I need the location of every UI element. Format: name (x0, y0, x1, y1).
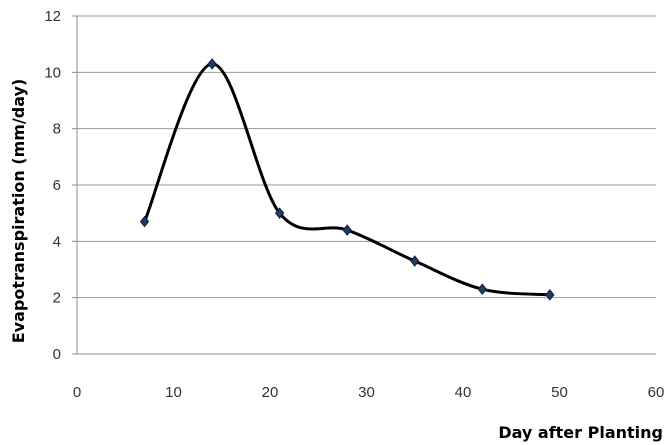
series-group (143, 62, 552, 297)
x-tick-labels: 0 10 20 30 40 50 60 (73, 384, 665, 401)
y-tick-label: 4 (53, 233, 61, 250)
data-point (545, 289, 555, 301)
data-point (275, 207, 285, 219)
y-tick-labels: 0 2 4 6 8 10 12 (44, 8, 61, 363)
series-line (143, 62, 552, 297)
data-points (139, 58, 555, 301)
x-tick-label: 0 (73, 384, 81, 401)
x-tick-label: 50 (551, 384, 568, 401)
y-tick-label: 2 (53, 290, 61, 307)
x-tick-label: 20 (262, 384, 279, 401)
x-tick-label: 10 (165, 384, 182, 401)
x-tick-label: 60 (648, 384, 665, 401)
axes (72, 15, 656, 355)
y-tick-label: 12 (44, 8, 61, 25)
y-tick-label: 10 (44, 64, 61, 81)
y-tick-label: 0 (53, 346, 61, 363)
y-tick-label: 6 (53, 177, 61, 194)
y-axis-title: Evapotranspiration (mm/day) (9, 79, 28, 344)
data-point (410, 255, 420, 267)
data-point (342, 224, 352, 236)
x-tick-label: 40 (455, 384, 472, 401)
data-point (477, 283, 487, 296)
x-axis-title: Day after Planting (498, 423, 663, 442)
y-tick-label: 8 (53, 121, 61, 138)
data-point (207, 58, 217, 70)
data-point (139, 215, 150, 228)
x-tick-label: 30 (358, 384, 375, 401)
gridlines (77, 15, 656, 299)
